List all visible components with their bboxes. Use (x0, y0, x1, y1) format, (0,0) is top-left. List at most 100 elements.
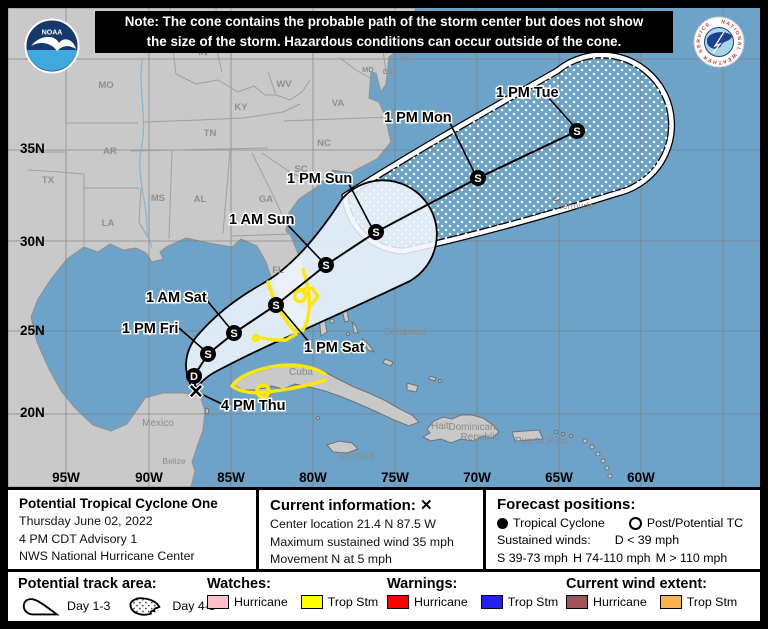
wind-extent-legend: Current wind extent: Hurricane Trop Stm (566, 576, 745, 609)
post-potential-ring-icon (628, 517, 642, 531)
svg-text:20N: 20N (20, 405, 45, 420)
trop-stm-watch-label: Trop Stm (327, 595, 379, 609)
svg-text:1 PM Fri: 1 PM Fri (122, 321, 178, 337)
track-area-heading: Potential track area: (18, 576, 157, 592)
svg-text:S: S (204, 349, 211, 361)
map-area: D S S S S S S S ✕ 4 PM Thu 1 PM Fri 1 AM… (8, 8, 760, 488)
svg-text:85W: 85W (217, 470, 245, 485)
storm-agency: NWS National Hurricane Center (19, 549, 195, 564)
track-point: D (186, 368, 202, 384)
svg-text:Dominican: Dominican (448, 422, 495, 433)
svg-text:70W: 70W (463, 470, 491, 485)
current-x-symbol: ✕ (420, 497, 433, 514)
wind-cat-s: S 39-73 mph (497, 550, 568, 565)
svg-text:Haiti: Haiti (431, 421, 451, 432)
graticule-labels: 35N 30N 25N 20N 95W 90W 85W 80W 75W 70W … (20, 141, 655, 485)
hurricane-warning-swatch (387, 595, 409, 609)
landmass (8, 8, 417, 488)
svg-text:NC: NC (317, 138, 331, 149)
svg-text:SC: SC (294, 164, 307, 175)
svg-text:MS: MS (151, 193, 165, 204)
forecast-position-markers: D S S S S S S S ✕ (186, 123, 585, 404)
track-point: S (200, 346, 216, 362)
forecast-map: D S S S S S S S ✕ 4 PM Thu 1 PM Fri 1 AM… (8, 8, 760, 488)
day13-label: Day 1-3 (67, 599, 111, 613)
potential-track-area-legend: Potential track area: Day 1-3 Day 4-5 (18, 576, 224, 617)
trop-stm-watch-outlines (230, 268, 327, 399)
day45-label: Day 4-5 (172, 599, 216, 613)
forecast-positions-heading: Forecast positions: (497, 496, 636, 513)
svg-text:35N: 35N (20, 141, 45, 156)
svg-text:65W: 65W (545, 470, 573, 485)
hurricane-watch-label: Hurricane (234, 595, 288, 609)
svg-text:Belize: Belize (162, 456, 185, 466)
svg-text:MD: MD (362, 65, 374, 74)
svg-text:1 AM Sat: 1 AM Sat (146, 290, 207, 306)
wind-cat-m: M > 110 mph (655, 550, 728, 565)
svg-text:AL: AL (194, 194, 207, 205)
svg-text:95W: 95W (52, 470, 80, 485)
hurricane-watch-swatch (207, 595, 229, 609)
storm-date: Thursday June 02, 2022 (19, 514, 153, 528)
tropical-cyclone-label: Tropical Cyclone (513, 516, 605, 530)
noaa-logo-icon: NOAA (24, 18, 80, 74)
svg-text:1 AM Sun: 1 AM Sun (229, 212, 295, 228)
wind-extent-heading: Current wind extent: (566, 576, 707, 592)
track-point: S (268, 297, 284, 313)
svg-text:Bahamas: Bahamas (384, 327, 426, 338)
svg-text:75W: 75W (381, 470, 409, 485)
sustained-winds-label: Sustained winds: (497, 533, 591, 548)
current-info-heading: Current information: ✕ (270, 497, 433, 514)
track-point: S (226, 325, 242, 341)
day13-cone-icon (22, 598, 60, 616)
svg-text:Republic: Republic (461, 432, 500, 443)
place-labels: Mexico Belize Cuba Bahamas Jamaica Haiti… (142, 201, 593, 466)
track-point: S (470, 170, 486, 186)
day45-cone-icon (129, 597, 162, 616)
watches-legend: Watches: Hurricane Trop Stm (207, 576, 386, 609)
hurricane-extent-label: Hurricane (593, 595, 647, 609)
svg-text:1 PM Sat: 1 PM Sat (304, 340, 365, 356)
trop-stm-extent-swatch (659, 595, 682, 609)
svg-text:S: S (573, 126, 580, 138)
svg-text:NJ: NJ (400, 54, 410, 63)
track-point: S (569, 123, 585, 139)
warnings-heading: Warnings: (387, 576, 458, 592)
center-location: Center location 21.4 N 87.5 W (270, 517, 436, 531)
svg-text:S: S (474, 173, 481, 185)
track-point: S (318, 257, 334, 273)
svg-text:Bermuda: Bermuda (557, 201, 594, 211)
svg-text:NOAA: NOAA (42, 30, 63, 37)
track-point: S (368, 224, 384, 240)
forecast-positions: Forecast positions: Tropical Cyclone Pos… (483, 490, 760, 569)
svg-text:90W: 90W (135, 470, 163, 485)
svg-text:4 PM Thu: 4 PM Thu (221, 398, 285, 414)
svg-text:1 PM Tue: 1 PM Tue (496, 85, 559, 101)
svg-text:KY: KY (234, 102, 248, 113)
svg-text:GA: GA (259, 194, 273, 205)
label-leader-lines (178, 95, 574, 405)
movement: Movement N at 5 mph (270, 552, 392, 567)
svg-text:60W: 60W (627, 470, 655, 485)
svg-text:Puerto Rico: Puerto Rico (515, 436, 568, 447)
svg-text:S: S (322, 260, 329, 272)
storm-advisory: 4 PM CDT Advisory 1 (19, 531, 138, 546)
nws-logo-icon: NATIONAL WEATHER SERVICE (693, 16, 745, 68)
hurricane-warning-label: Hurricane (414, 595, 468, 609)
svg-text:FL: FL (272, 265, 284, 276)
svg-text:DE: DE (383, 67, 393, 76)
current-information: Current information: ✕ Center location 2… (256, 490, 483, 569)
trop-stm-warning-label: Trop Stm (507, 595, 559, 609)
tropical-cyclone-dot-icon (497, 518, 508, 530)
watches-heading: Watches: (207, 576, 271, 592)
current-position-x-marker: ✕ (188, 382, 204, 403)
svg-text:25N: 25N (20, 323, 45, 338)
trop-stm-extent-label: Trop Stm (686, 595, 738, 609)
svg-text:TX: TX (42, 175, 55, 186)
trop-stm-watch-swatch (300, 595, 323, 609)
svg-text:LA: LA (102, 218, 115, 229)
svg-text:80W: 80W (299, 470, 327, 485)
svg-text:AR: AR (103, 146, 117, 157)
wind-cat-d: D < 39 mph (614, 533, 680, 548)
